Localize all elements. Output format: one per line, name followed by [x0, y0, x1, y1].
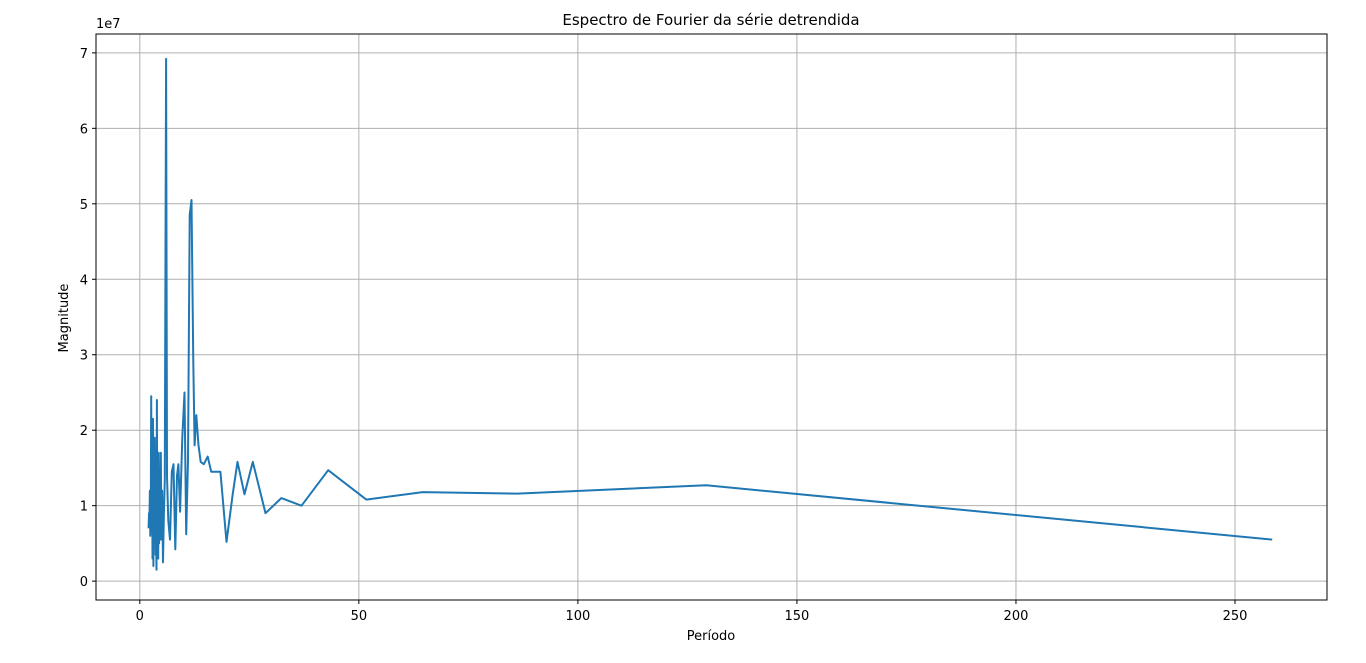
y-tick-label: 3 — [80, 349, 88, 364]
data-series — [147, 57, 1273, 571]
x-tick-label: 100 — [565, 609, 590, 624]
chart-title: Espectro de Fourier da série detrendida — [562, 11, 859, 29]
y-offset-label: 1e7 — [96, 17, 121, 32]
y-tick-label: 4 — [80, 273, 88, 288]
x-tick-label: 200 — [1004, 609, 1029, 624]
y-tick-label: 5 — [80, 198, 88, 213]
x-tick-label: 150 — [785, 609, 810, 624]
y-tick-label: 7 — [80, 47, 88, 62]
y-tick-label: 2 — [80, 424, 88, 439]
x-tick-label: 250 — [1223, 609, 1248, 624]
y-tick-label: 1 — [80, 500, 88, 515]
series-line — [147, 57, 1273, 571]
x-tick-label: 50 — [351, 609, 368, 624]
y-tick-label: 0 — [80, 575, 88, 590]
y-tick-label: 6 — [80, 122, 88, 137]
axis-ticks: 0 50 100 150 200 250 0 1 2 3 4 5 6 7 — [80, 47, 1248, 624]
grid — [96, 34, 1327, 600]
y-axis-title: Magnitude — [57, 284, 72, 353]
x-tick-label: 0 — [136, 609, 144, 624]
x-axis-title: Período — [687, 629, 736, 644]
plot-frame — [95, 33, 1328, 601]
